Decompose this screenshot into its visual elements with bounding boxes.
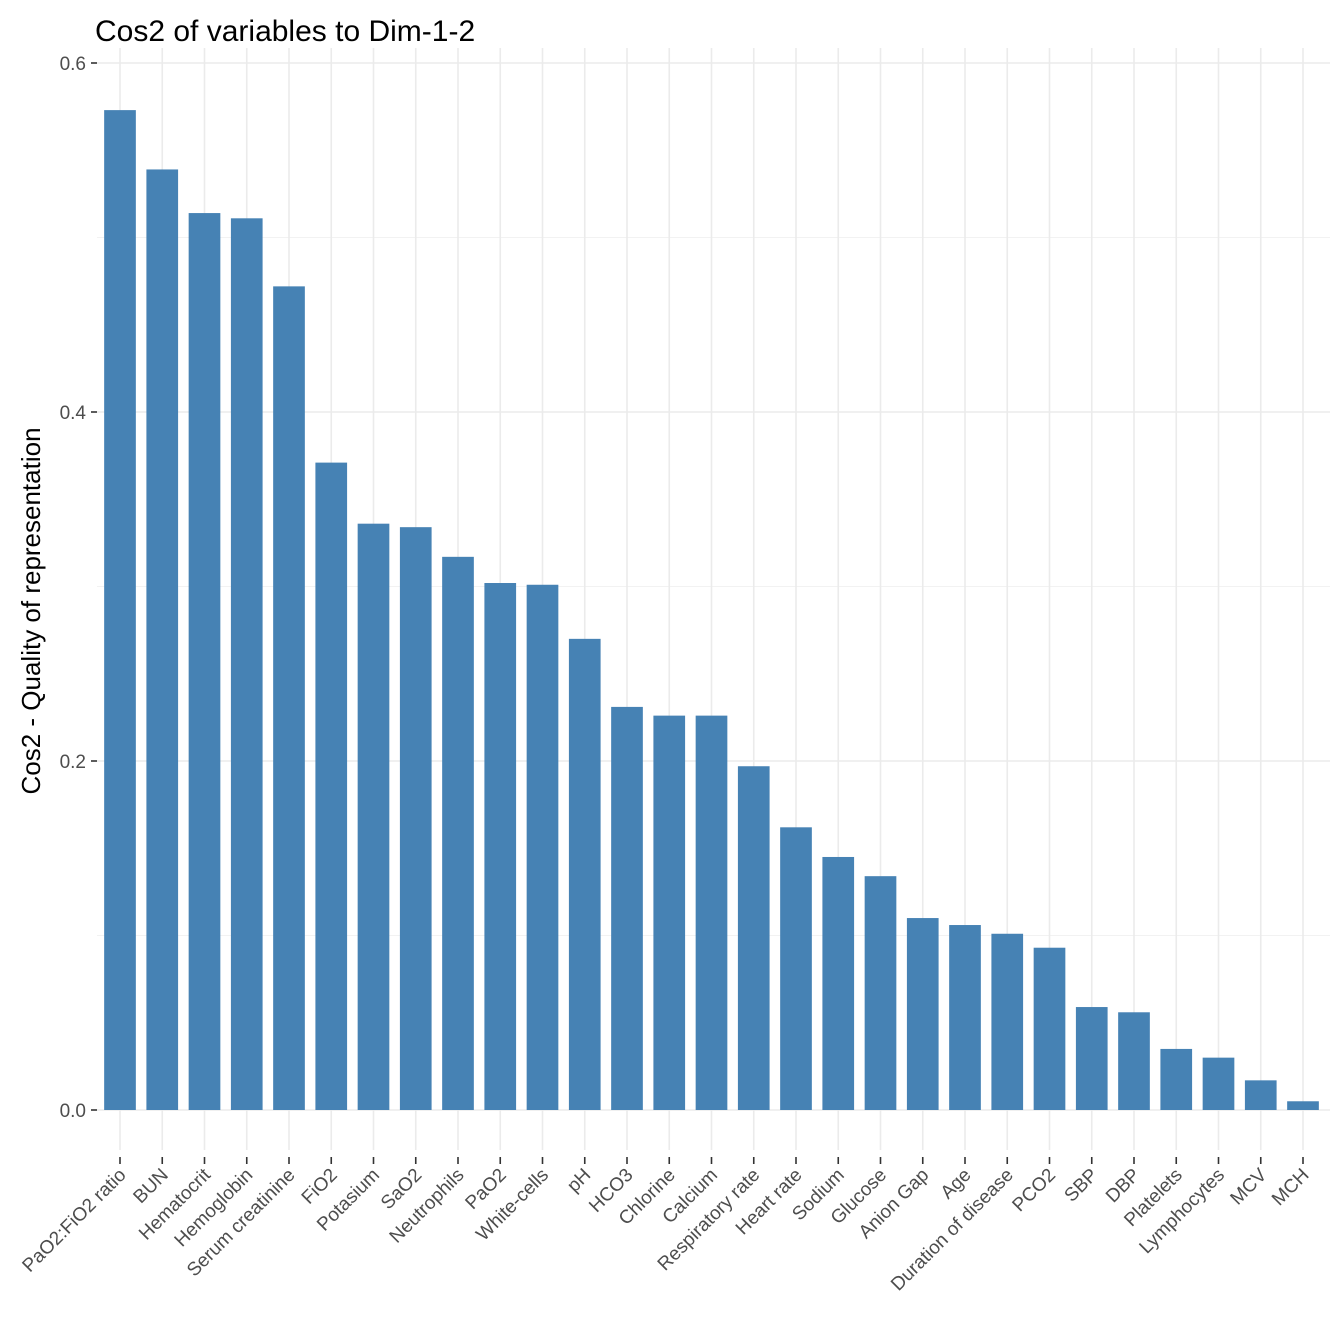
bar	[1287, 1101, 1319, 1110]
bar	[1160, 1048, 1193, 1110]
x-tick-label: MCV	[1227, 1164, 1272, 1209]
bar	[1244, 1080, 1277, 1110]
x-tick-label: PaO2:FiO2 ratio	[19, 1165, 131, 1277]
bar	[188, 213, 221, 1110]
bar	[737, 766, 770, 1110]
bar	[1118, 1012, 1150, 1110]
bar	[357, 523, 390, 1110]
bar	[822, 856, 855, 1110]
bar	[653, 715, 686, 1110]
x-tick-label: SBP	[1061, 1165, 1103, 1207]
bar	[315, 462, 348, 1111]
bar	[906, 918, 939, 1110]
bar	[146, 169, 179, 1110]
y-axis: 0.0 0.2 0.4 0.6	[60, 54, 97, 1122]
bar	[484, 583, 517, 1110]
y-tick-label: 0.2	[60, 752, 86, 773]
bar	[1033, 947, 1066, 1110]
bar	[864, 876, 897, 1110]
y-tick-label: 0.6	[60, 54, 86, 75]
bar	[1075, 1007, 1108, 1110]
bar	[568, 638, 601, 1110]
y-tick-label: 0.0	[60, 1101, 86, 1122]
bar	[611, 706, 643, 1110]
bar	[949, 925, 981, 1110]
x-axis: PaO2:FiO2 ratio BUNHematocritHemoglobinSe…	[19, 1157, 1314, 1295]
bar	[230, 218, 263, 1110]
y-tick-label: 0.4	[60, 403, 87, 424]
bar	[104, 110, 136, 1111]
y-axis-label: Cos2 - Quality of representation	[16, 427, 46, 794]
bar	[695, 715, 728, 1110]
bar	[526, 584, 559, 1110]
bar	[780, 827, 812, 1110]
bar	[442, 556, 474, 1110]
chart-title: Cos2 of variables to Dim-1-2	[95, 15, 475, 48]
x-tick-label: MCH	[1268, 1165, 1313, 1210]
bar	[1202, 1057, 1235, 1110]
x-tick-label: pH	[563, 1165, 595, 1197]
bars	[104, 110, 1319, 1111]
bar	[399, 527, 432, 1110]
bar	[273, 286, 305, 1110]
x-tick-label: PCO2	[1009, 1165, 1060, 1216]
bar	[991, 933, 1024, 1110]
